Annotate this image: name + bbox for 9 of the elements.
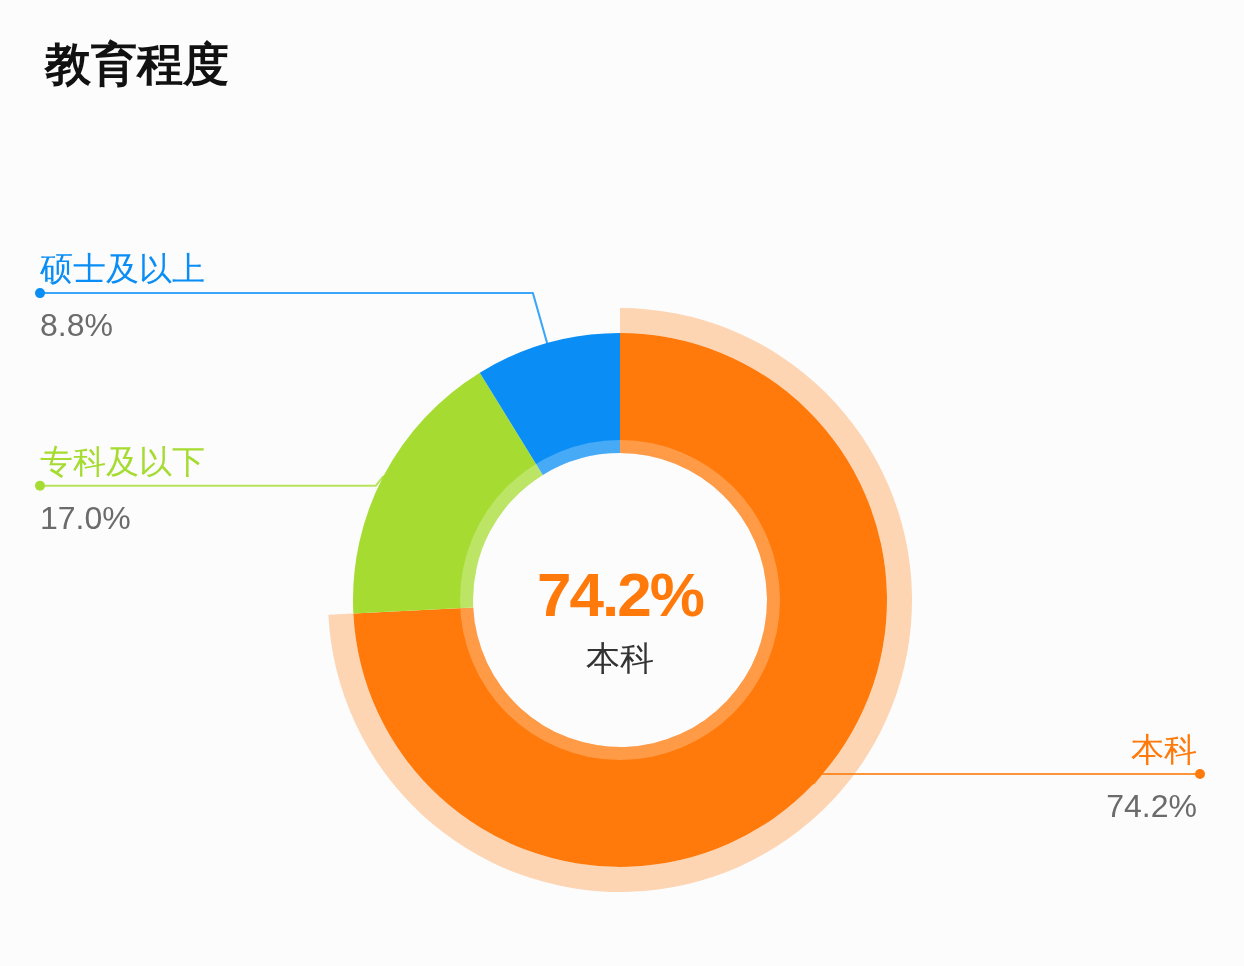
slice-label: 本科 xyxy=(1131,730,1197,768)
text: 74.2% xyxy=(537,560,704,629)
text: 本科 xyxy=(586,639,654,677)
slice-label: 硕士及以上 xyxy=(39,250,205,288)
data-label: 8.8% xyxy=(40,307,113,344)
data-label: 74.2% xyxy=(1106,787,1197,824)
chart-title: 教育程度 xyxy=(43,38,229,90)
slice-label: 专科及以下 xyxy=(40,442,205,480)
data-label: 17.0% xyxy=(40,499,131,536)
